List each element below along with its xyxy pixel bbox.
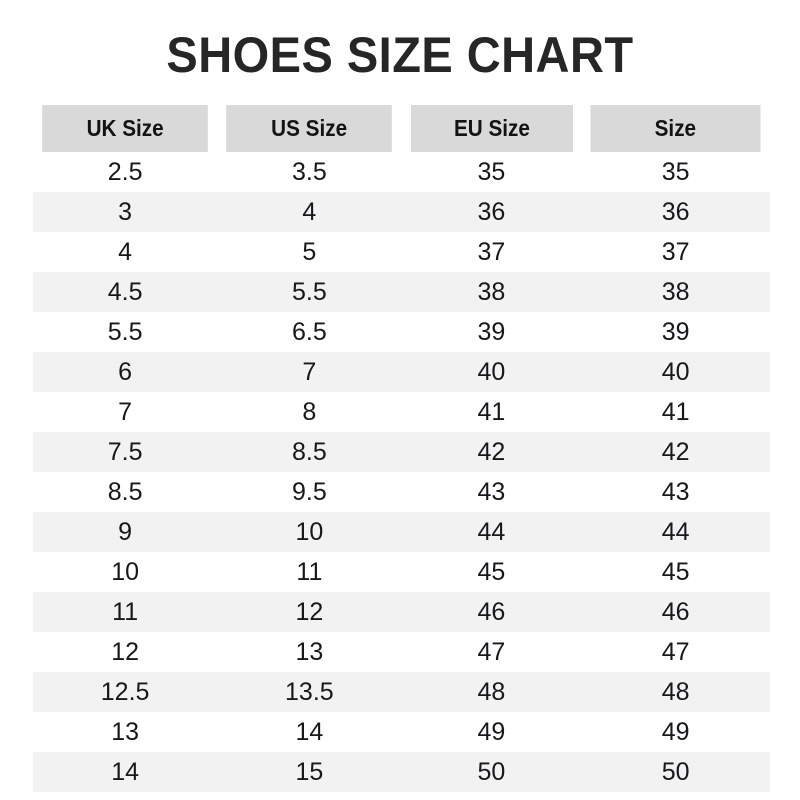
table-row: 12.5 13.5 48 48 bbox=[33, 672, 770, 712]
cell-size: 38 bbox=[581, 272, 770, 312]
cell-eu-size: 35 bbox=[401, 152, 582, 192]
cell-eu-size: 39 bbox=[401, 312, 582, 352]
cell-us-size: 10 bbox=[217, 512, 402, 552]
cell-us-size: 8 bbox=[217, 392, 402, 432]
cell-us-size: 14 bbox=[217, 712, 402, 752]
cell-eu-size: 42 bbox=[401, 432, 582, 472]
page-title: SHOES SIZE CHART bbox=[166, 27, 634, 83]
cell-eu-size: 46 bbox=[401, 592, 582, 632]
table-row: 9 10 44 44 bbox=[33, 512, 770, 552]
cell-uk-size: 13 bbox=[33, 712, 218, 752]
cell-eu-size: 50 bbox=[401, 752, 582, 792]
table-row: 13 14 49 49 bbox=[33, 712, 770, 752]
cell-us-size: 4 bbox=[217, 192, 402, 232]
cell-size: 43 bbox=[581, 472, 770, 512]
cell-eu-size: 41 bbox=[401, 392, 582, 432]
table-row: 7 8 41 41 bbox=[33, 392, 770, 432]
cell-eu-size: 43 bbox=[401, 472, 582, 512]
cell-eu-size: 45 bbox=[401, 552, 582, 592]
cell-size: 42 bbox=[581, 432, 770, 472]
cell-size: 50 bbox=[581, 752, 770, 792]
table-row: 14 15 50 50 bbox=[33, 752, 770, 792]
cell-size: 46 bbox=[581, 592, 770, 632]
table-row: 4 5 37 37 bbox=[33, 232, 770, 272]
cell-uk-size: 10 bbox=[33, 552, 218, 592]
cell-us-size: 9.5 bbox=[217, 472, 402, 512]
cell-eu-size: 37 bbox=[401, 232, 582, 272]
table-row: 12 13 47 47 bbox=[33, 632, 770, 672]
table-header-row: UK Size US Size EU Size Size bbox=[33, 105, 770, 152]
table-row: 4.5 5.5 38 38 bbox=[33, 272, 770, 312]
cell-uk-size: 12.5 bbox=[33, 672, 218, 712]
column-header-uk-size: UK Size bbox=[42, 105, 209, 152]
cell-uk-size: 14 bbox=[33, 752, 218, 792]
cell-size: 49 bbox=[581, 712, 770, 752]
table-row: 8.5 9.5 43 43 bbox=[33, 472, 770, 512]
cell-size: 44 bbox=[581, 512, 770, 552]
cell-size: 39 bbox=[581, 312, 770, 352]
cell-eu-size: 36 bbox=[401, 192, 582, 232]
cell-size: 35 bbox=[581, 152, 770, 192]
cell-uk-size: 8.5 bbox=[33, 472, 218, 512]
column-header-us-size: US Size bbox=[226, 105, 393, 152]
table-row: 2.5 3.5 35 35 bbox=[33, 152, 770, 192]
cell-eu-size: 40 bbox=[401, 352, 582, 392]
cell-uk-size: 3 bbox=[33, 192, 218, 232]
cell-eu-size: 49 bbox=[401, 712, 582, 752]
table-row: 7.5 8.5 42 42 bbox=[33, 432, 770, 472]
column-header-eu-size: EU Size bbox=[410, 105, 573, 152]
cell-us-size: 13 bbox=[217, 632, 402, 672]
cell-uk-size: 6 bbox=[33, 352, 218, 392]
table-row: 5.5 6.5 39 39 bbox=[33, 312, 770, 352]
cell-size: 48 bbox=[581, 672, 770, 712]
cell-uk-size: 4 bbox=[33, 232, 218, 272]
cell-size: 37 bbox=[581, 232, 770, 272]
size-conversion-table: UK Size US Size EU Size Size 2.5 3.5 35 … bbox=[33, 105, 770, 792]
column-header-size: Size bbox=[590, 105, 761, 152]
cell-size: 40 bbox=[581, 352, 770, 392]
cell-us-size: 5.5 bbox=[217, 272, 402, 312]
cell-us-size: 6.5 bbox=[217, 312, 402, 352]
cell-size: 47 bbox=[581, 632, 770, 672]
table-row: 10 11 45 45 bbox=[33, 552, 770, 592]
cell-us-size: 15 bbox=[217, 752, 402, 792]
table-row: 3 4 36 36 bbox=[33, 192, 770, 232]
cell-us-size: 11 bbox=[217, 552, 402, 592]
cell-uk-size: 7.5 bbox=[33, 432, 218, 472]
cell-size: 45 bbox=[581, 552, 770, 592]
table-body: 2.5 3.5 35 35 3 4 36 36 4 5 37 37 4.5 5.… bbox=[33, 152, 770, 792]
cell-uk-size: 9 bbox=[33, 512, 218, 552]
cell-eu-size: 47 bbox=[401, 632, 582, 672]
cell-eu-size: 44 bbox=[401, 512, 582, 552]
cell-uk-size: 12 bbox=[33, 632, 218, 672]
cell-uk-size: 2.5 bbox=[33, 152, 218, 192]
table-header: UK Size US Size EU Size Size bbox=[33, 105, 770, 152]
cell-us-size: 3.5 bbox=[217, 152, 402, 192]
table-row: 11 12 46 46 bbox=[33, 592, 770, 632]
cell-eu-size: 48 bbox=[401, 672, 582, 712]
cell-us-size: 8.5 bbox=[217, 432, 402, 472]
cell-size: 36 bbox=[581, 192, 770, 232]
cell-uk-size: 5.5 bbox=[33, 312, 218, 352]
cell-us-size: 5 bbox=[217, 232, 402, 272]
cell-us-size: 7 bbox=[217, 352, 402, 392]
cell-us-size: 12 bbox=[217, 592, 402, 632]
cell-uk-size: 4.5 bbox=[33, 272, 218, 312]
cell-uk-size: 11 bbox=[33, 592, 218, 632]
cell-us-size: 13.5 bbox=[217, 672, 402, 712]
table-row: 6 7 40 40 bbox=[33, 352, 770, 392]
cell-uk-size: 7 bbox=[33, 392, 218, 432]
cell-size: 41 bbox=[581, 392, 770, 432]
cell-eu-size: 38 bbox=[401, 272, 582, 312]
